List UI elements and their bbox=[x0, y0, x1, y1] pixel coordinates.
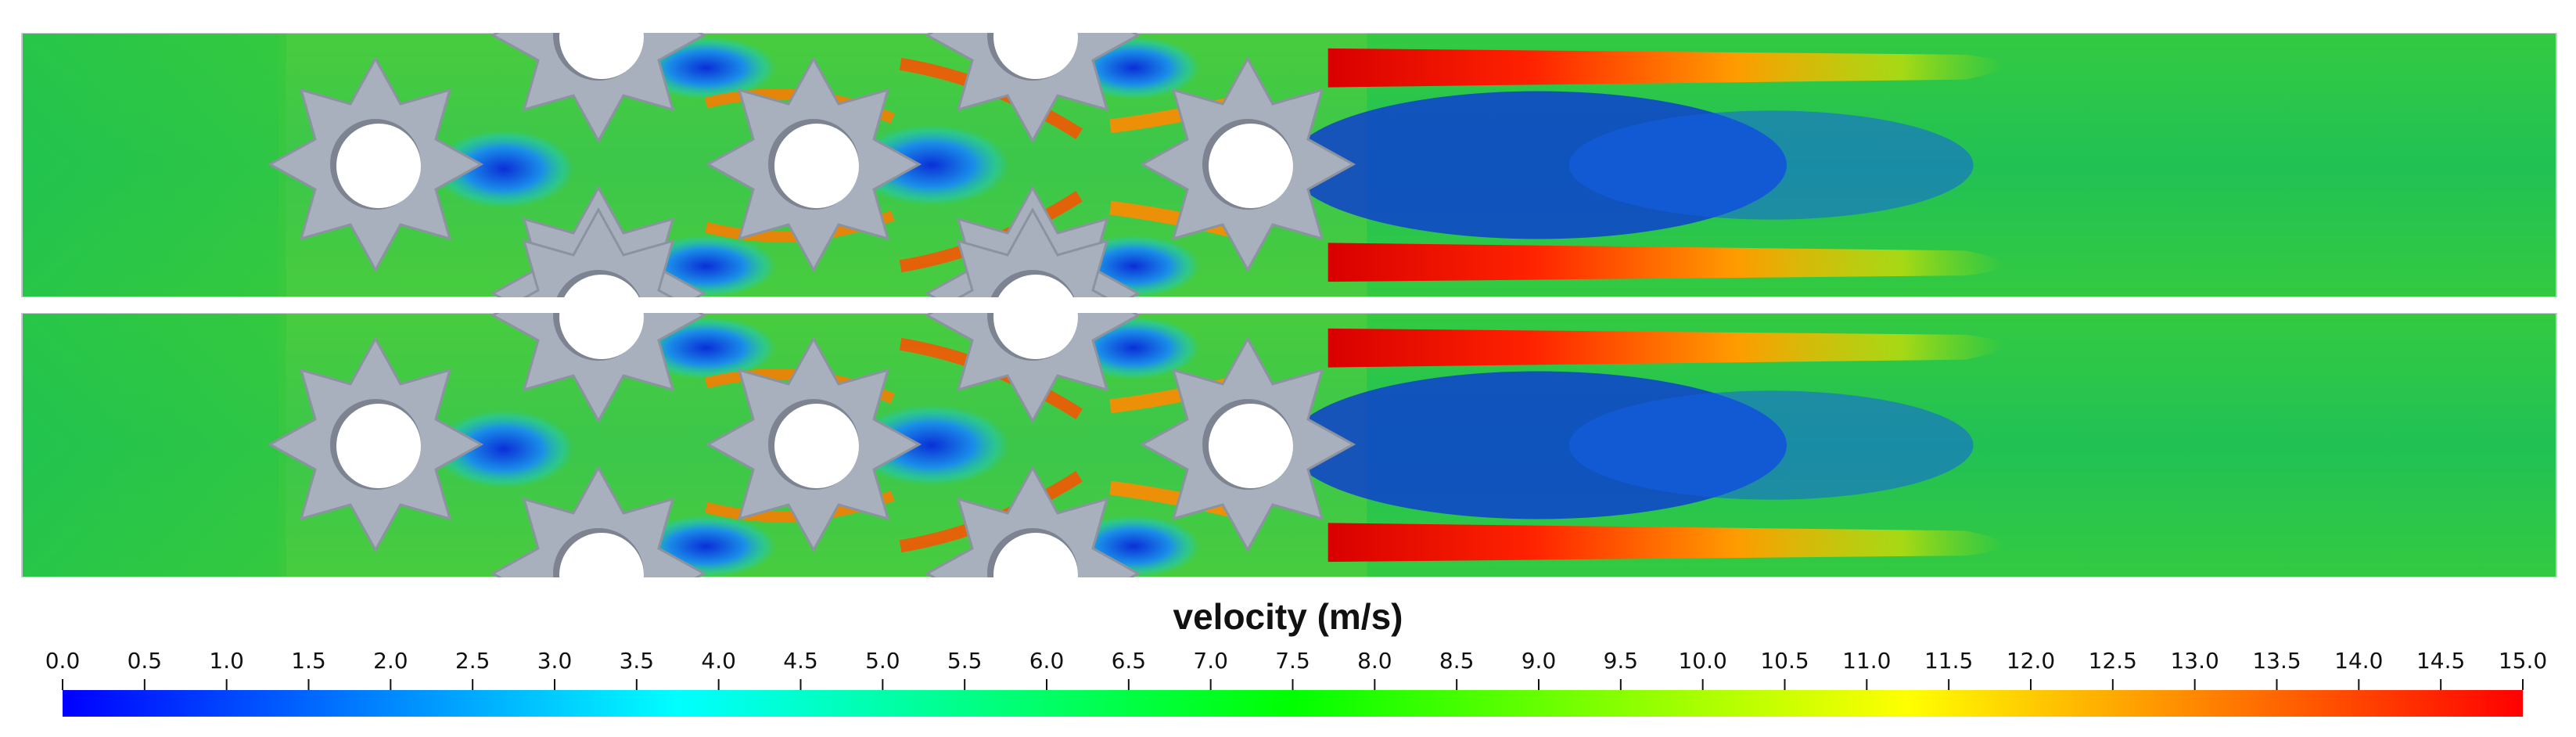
colorbar-tick-label: 3.5 bbox=[620, 648, 655, 674]
colorbar-tick-label: 4.0 bbox=[701, 648, 736, 674]
colorbar-tick-label: 10.0 bbox=[1678, 648, 1726, 674]
colorbar-tick-label: 9.5 bbox=[1604, 648, 1639, 674]
gear-icon bbox=[1141, 337, 1355, 552]
gear-icon bbox=[706, 337, 921, 552]
colorbar-tick-label: 6.0 bbox=[1029, 648, 1065, 674]
colorbar-tick-label: 11.5 bbox=[1924, 648, 1973, 674]
colorbar-title: velocity (m/s) bbox=[1173, 596, 1403, 637]
colorbar-tick-label: 2.0 bbox=[373, 648, 408, 674]
colorbar-tick-label: 6.5 bbox=[1112, 648, 1147, 674]
gear-icon bbox=[268, 57, 483, 271]
colorbar-tick-label: 13.0 bbox=[2170, 648, 2219, 674]
colorbar-tick-label: 15.0 bbox=[2499, 648, 2547, 674]
colorbar-tick-label: 1.0 bbox=[209, 648, 244, 674]
colorbar-tick-label: 5.5 bbox=[947, 648, 983, 674]
gear-icon bbox=[706, 57, 921, 271]
colorbar: 0.0 0.5 1.0 1.5 2.0 2.5 3.0 3.5 4.0 4.5 5.0 5.5 6.0 6… bbox=[45, 648, 2547, 717]
colorbar-tick-label: 7.5 bbox=[1275, 648, 1310, 674]
colorbar-gradient bbox=[63, 690, 2523, 717]
colorbar-tick-label: 14.0 bbox=[2334, 648, 2383, 674]
gear-icon bbox=[1141, 57, 1355, 271]
colorbar-tick-label: 8.0 bbox=[1357, 648, 1392, 674]
colorbar-tick-label: 0.5 bbox=[128, 648, 163, 674]
colorbar-tick-label: 3.0 bbox=[537, 648, 573, 674]
colorbar-tick-label: 2.5 bbox=[455, 648, 490, 674]
colorbar-tick-label: 10.5 bbox=[1760, 648, 1809, 674]
colorbar-tick-label: 9.0 bbox=[1522, 648, 1557, 674]
simulation-figure bbox=[21, 0, 2557, 595]
gear-icon bbox=[268, 337, 483, 552]
colorbar-tick-label: 8.5 bbox=[1439, 648, 1475, 674]
gear-icon bbox=[491, 208, 706, 422]
colorbar-tick-label: 13.5 bbox=[2252, 648, 2301, 674]
colorbar-tick-label: 1.5 bbox=[291, 648, 326, 674]
colorbar-tick-label: 0.0 bbox=[45, 648, 81, 674]
colorbar-tick-label: 12.0 bbox=[2007, 648, 2055, 674]
colorbar-tick-label: 12.5 bbox=[2089, 648, 2137, 674]
colorbar-tick-label: 7.0 bbox=[1193, 648, 1228, 674]
gear-icon bbox=[925, 208, 1140, 422]
colorbar-tick-label: 4.5 bbox=[783, 648, 818, 674]
colorbar-tick-label: 5.0 bbox=[865, 648, 900, 674]
colorbar-tick-label: 11.0 bbox=[1842, 648, 1891, 674]
colorbar-tick-label: 14.5 bbox=[2416, 648, 2465, 674]
